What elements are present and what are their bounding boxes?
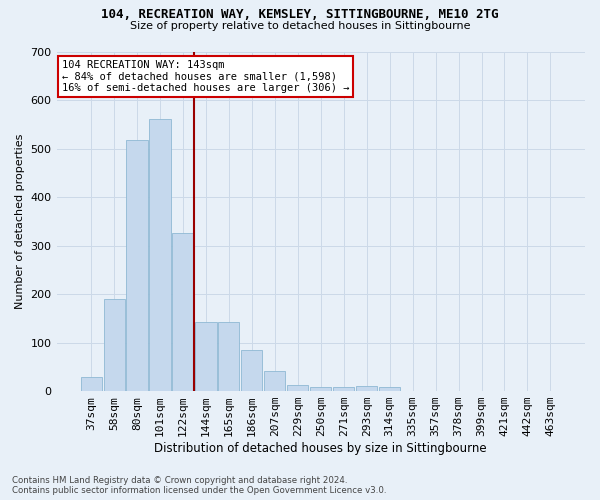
- Bar: [149, 120, 170, 391]
- Text: Contains HM Land Registry data © Crown copyright and database right 2024.
Contai: Contains HM Land Registry data © Crown c…: [12, 476, 386, 495]
- Bar: [196, 322, 217, 391]
- Bar: [127, 140, 148, 391]
- Bar: [379, 387, 400, 391]
- Bar: [172, 234, 194, 391]
- Bar: [333, 387, 354, 391]
- Text: Size of property relative to detached houses in Sittingbourne: Size of property relative to detached ho…: [130, 21, 470, 31]
- X-axis label: Distribution of detached houses by size in Sittingbourne: Distribution of detached houses by size …: [154, 442, 487, 455]
- Text: 104 RECREATION WAY: 143sqm
← 84% of detached houses are smaller (1,598)
16% of s: 104 RECREATION WAY: 143sqm ← 84% of deta…: [62, 60, 349, 93]
- Text: 104, RECREATION WAY, KEMSLEY, SITTINGBOURNE, ME10 2TG: 104, RECREATION WAY, KEMSLEY, SITTINGBOU…: [101, 8, 499, 20]
- Bar: [218, 322, 239, 391]
- Y-axis label: Number of detached properties: Number of detached properties: [15, 134, 25, 309]
- Bar: [104, 299, 125, 391]
- Bar: [241, 350, 262, 391]
- Bar: [264, 370, 286, 391]
- Bar: [80, 376, 101, 391]
- Bar: [310, 387, 331, 391]
- Bar: [287, 386, 308, 391]
- Bar: [356, 386, 377, 391]
